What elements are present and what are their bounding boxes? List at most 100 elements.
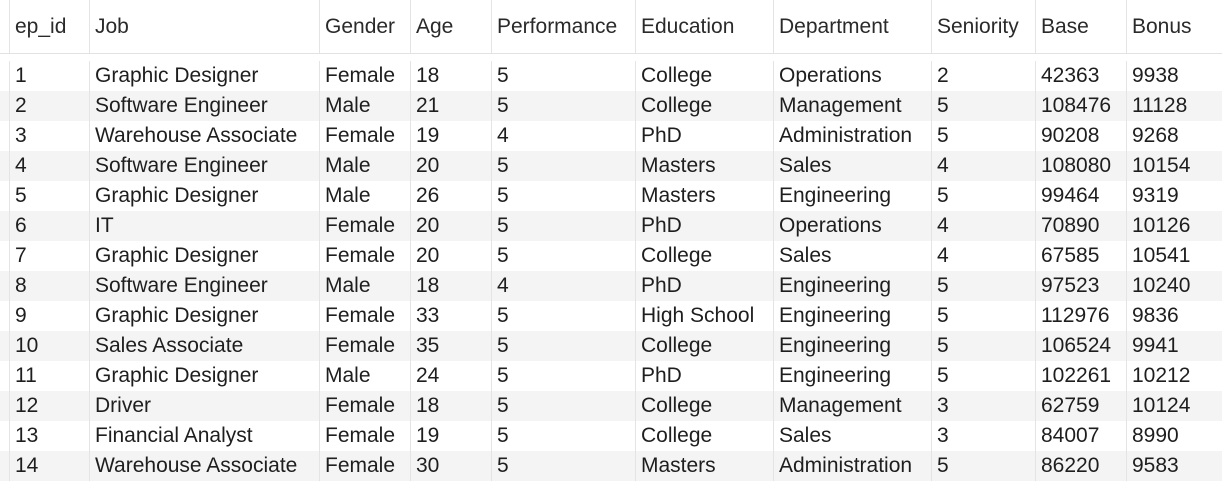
column-header-performance[interactable]: Performance <box>491 0 635 53</box>
cell-ep-id[interactable]: 10 <box>9 331 89 361</box>
cell-job[interactable]: Driver <box>89 391 319 421</box>
cell-job[interactable]: Software Engineer <box>89 151 319 181</box>
cell-gender[interactable]: Male <box>319 91 410 121</box>
cell-seniority[interactable]: 5 <box>931 451 1035 481</box>
cell-department[interactable]: Operations <box>773 61 931 91</box>
cell-ep-id[interactable]: 14 <box>9 451 89 481</box>
table-row[interactable]: 14 Warehouse Associate Female 30 5 Masters Adm… <box>0 451 1222 481</box>
cell-job[interactable]: Graphic Designer <box>89 301 319 331</box>
cell-job[interactable]: Software Engineer <box>89 91 319 121</box>
cell-base[interactable]: 42363 <box>1035 61 1126 91</box>
cell-gender[interactable]: Female <box>319 241 410 271</box>
cell-job[interactable]: Software Engineer <box>89 271 319 301</box>
cell-education[interactable]: Masters <box>635 151 773 181</box>
cell-age[interactable]: 18 <box>410 391 491 421</box>
cell-performance[interactable]: 5 <box>491 331 635 361</box>
cell-seniority[interactable]: 5 <box>931 271 1035 301</box>
cell-job[interactable]: Graphic Designer <box>89 361 319 391</box>
cell-base[interactable]: 90208 <box>1035 121 1126 151</box>
cell-bonus[interactable]: 9836 <box>1126 301 1222 331</box>
cell-department[interactable]: Sales <box>773 151 931 181</box>
cell-gender[interactable]: Female <box>319 121 410 151</box>
cell-gender[interactable]: Male <box>319 151 410 181</box>
cell-ep-id[interactable]: 3 <box>9 121 89 151</box>
cell-education[interactable]: College <box>635 241 773 271</box>
cell-gender[interactable]: Male <box>319 361 410 391</box>
cell-job[interactable]: Warehouse Associate <box>89 451 319 481</box>
cell-base[interactable]: 106524 <box>1035 331 1126 361</box>
cell-performance[interactable]: 5 <box>491 151 635 181</box>
cell-performance[interactable]: 5 <box>491 241 635 271</box>
cell-job[interactable]: Graphic Designer <box>89 241 319 271</box>
cell-ep-id[interactable]: 12 <box>9 391 89 421</box>
cell-job[interactable]: Financial Analyst <box>89 421 319 451</box>
cell-gender[interactable]: Female <box>319 61 410 91</box>
cell-seniority[interactable]: 5 <box>931 91 1035 121</box>
cell-education[interactable]: College <box>635 91 773 121</box>
cell-bonus[interactable]: 10541 <box>1126 241 1222 271</box>
table-row[interactable]: 12 Driver Female 18 5 College Management 3 62759… <box>0 391 1222 421</box>
cell-bonus[interactable]: 10154 <box>1126 151 1222 181</box>
cell-ep-id[interactable]: 8 <box>9 271 89 301</box>
cell-ep-id[interactable]: 1 <box>9 61 89 91</box>
column-header-age[interactable]: Age <box>410 0 491 53</box>
cell-gender[interactable]: Male <box>319 181 410 211</box>
cell-seniority[interactable]: 5 <box>931 121 1035 151</box>
table-row[interactable]: 13 Financial Analyst Female 19 5 College Sales… <box>0 421 1222 451</box>
cell-ep-id[interactable]: 4 <box>9 151 89 181</box>
cell-ep-id[interactable]: 13 <box>9 421 89 451</box>
cell-performance[interactable]: 5 <box>491 451 635 481</box>
cell-gender[interactable]: Female <box>319 451 410 481</box>
cell-job[interactable]: Graphic Designer <box>89 61 319 91</box>
cell-ep-id[interactable]: 9 <box>9 301 89 331</box>
cell-education[interactable]: PhD <box>635 361 773 391</box>
cell-education[interactable]: College <box>635 61 773 91</box>
column-header-education[interactable]: Education <box>635 0 773 53</box>
cell-age[interactable]: 20 <box>410 151 491 181</box>
cell-base[interactable]: 84007 <box>1035 421 1126 451</box>
cell-gender[interactable]: Female <box>319 421 410 451</box>
cell-bonus[interactable]: 10240 <box>1126 271 1222 301</box>
cell-base[interactable]: 70890 <box>1035 211 1126 241</box>
cell-base[interactable]: 112976 <box>1035 301 1126 331</box>
cell-education[interactable]: College <box>635 331 773 361</box>
cell-base[interactable]: 99464 <box>1035 181 1126 211</box>
cell-education[interactable]: PhD <box>635 121 773 151</box>
cell-seniority[interactable]: 4 <box>931 151 1035 181</box>
cell-base[interactable]: 67585 <box>1035 241 1126 271</box>
cell-department[interactable]: Management <box>773 91 931 121</box>
cell-education[interactable]: College <box>635 391 773 421</box>
cell-job[interactable]: Warehouse Associate <box>89 121 319 151</box>
cell-performance[interactable]: 5 <box>491 391 635 421</box>
cell-gender[interactable]: Female <box>319 331 410 361</box>
table-row[interactable]: 2 Software Engineer Male 21 5 College Manageme… <box>0 91 1222 121</box>
cell-department[interactable]: Engineering <box>773 271 931 301</box>
table-row[interactable]: 10 Sales Associate Female 35 5 College Enginee… <box>0 331 1222 361</box>
column-header-gender[interactable]: Gender <box>319 0 410 53</box>
cell-department[interactable]: Engineering <box>773 301 931 331</box>
cell-gender[interactable]: Female <box>319 211 410 241</box>
cell-seniority[interactable]: 5 <box>931 301 1035 331</box>
cell-performance[interactable]: 5 <box>491 301 635 331</box>
cell-age[interactable]: 35 <box>410 331 491 361</box>
cell-education[interactable]: Masters <box>635 181 773 211</box>
cell-ep-id[interactable]: 2 <box>9 91 89 121</box>
cell-ep-id[interactable]: 11 <box>9 361 89 391</box>
cell-age[interactable]: 21 <box>410 91 491 121</box>
cell-ep-id[interactable]: 5 <box>9 181 89 211</box>
cell-department[interactable]: Engineering <box>773 361 931 391</box>
cell-performance[interactable]: 5 <box>491 361 635 391</box>
cell-bonus[interactable]: 11128 <box>1126 91 1222 121</box>
table-row[interactable]: 3 Warehouse Associate Female 19 4 PhD Administ… <box>0 121 1222 151</box>
cell-department[interactable]: Sales <box>773 241 931 271</box>
cell-age[interactable]: 19 <box>410 121 491 151</box>
cell-education[interactable]: College <box>635 421 773 451</box>
cell-ep-id[interactable]: 6 <box>9 211 89 241</box>
cell-base[interactable]: 108080 <box>1035 151 1126 181</box>
column-header-job[interactable]: Job <box>89 0 319 53</box>
cell-base[interactable]: 97523 <box>1035 271 1126 301</box>
cell-performance[interactable]: 5 <box>491 181 635 211</box>
column-header-bonus[interactable]: Bonus <box>1126 0 1222 53</box>
cell-education[interactable]: PhD <box>635 271 773 301</box>
table-row[interactable]: 9 Graphic Designer Female 33 5 High School Eng… <box>0 301 1222 331</box>
